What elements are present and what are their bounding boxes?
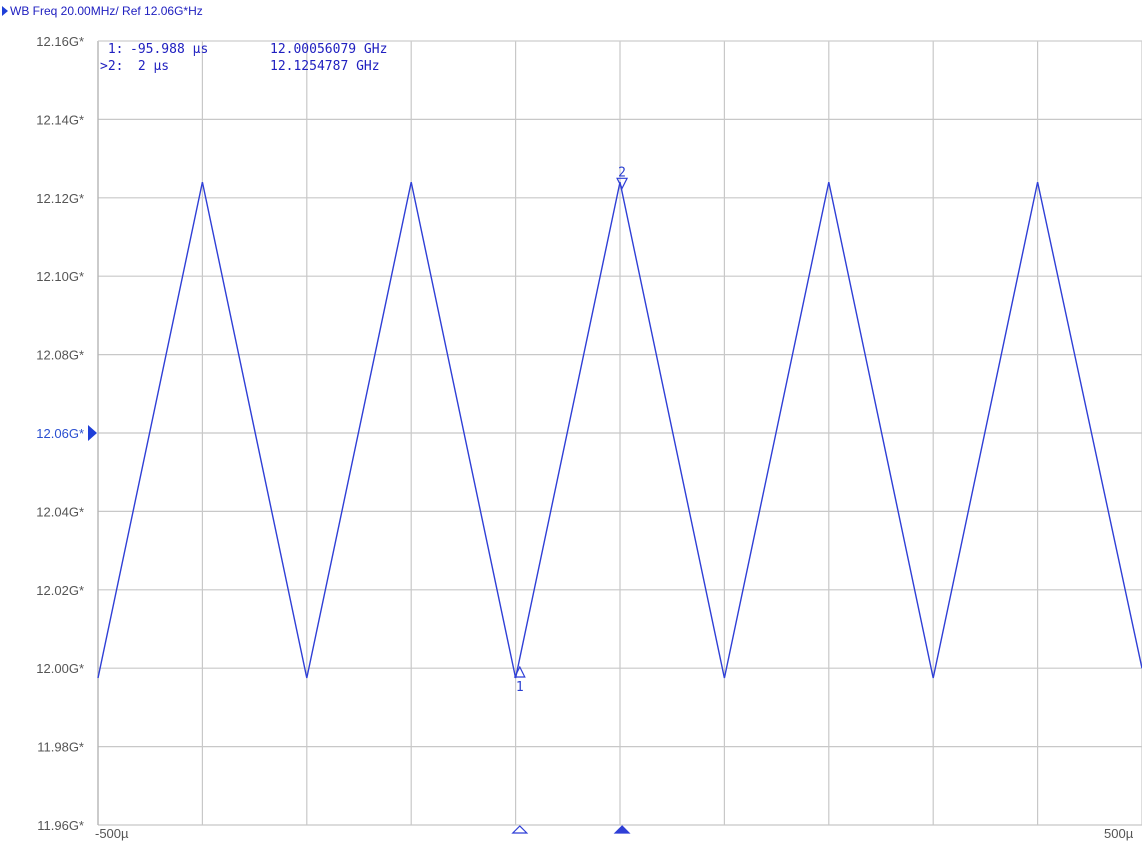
y-tick-label: 12.10G* [36,269,84,284]
y-axis-ticks: 12.16G* 12.14G* 12.12G* 12.10G* 12.08G* 12.06… [36,34,97,833]
y-tick-label: 12.14G* [36,112,84,127]
marker-2[interactable]: 2 [613,165,631,834]
marker-1-label: 1 [516,680,524,695]
series-line [97,181,1142,679]
readout-time: 2 µs [130,59,169,74]
x-tick-label-start: -500µ [95,826,129,841]
reference-level-marker[interactable] [88,425,97,441]
marker-readout: 1: -95.988 µs 12.00056079 GHz >2: 2 µs 12.1… [100,42,387,74]
y-tick-label: 11.98G* [37,740,84,755]
marker-1[interactable]: 1 [511,665,529,834]
readout-frequency: 12.1254787 GHz [270,59,380,74]
markers[interactable]: 12 [511,165,631,834]
chart-title: WB Freq 20.00MHz/ Ref 12.06G*Hz [2,3,203,19]
y-tick-label: 11.96G* [37,818,84,833]
readout-marker-id: 1: [100,42,123,57]
y-tick-label: 12.08G* [36,348,84,363]
marker-2-position-indicator[interactable] [613,825,631,834]
x-tick-label-end: 500µ [1104,826,1134,841]
y-tick-label: 12.06G* [36,426,84,441]
marker-2-icon [616,177,629,190]
grid [97,40,1142,826]
y-tick-label: 12.04G* [36,504,84,519]
trace-indicator-icon[interactable] [2,6,8,16]
readout-frequency: 12.00056079 GHz [270,42,387,57]
readout-row-2: >2: 2 µs 12.1254787 GHz [100,59,380,74]
readout-time: -95.988 µs [130,42,208,57]
marker-1-position-indicator[interactable] [511,825,529,834]
readout-row-1: 1: -95.988 µs 12.00056079 GHz [100,42,387,57]
marker-2-label: 2 [618,165,626,180]
y-tick-label: 12.00G* [36,661,84,676]
y-tick-label: 12.02G* [36,583,84,598]
y-tick-label: 12.16G* [36,34,84,49]
readout-marker-id: >2: [100,59,123,74]
x-axis-ticks: -500µ 500µ [95,826,1134,841]
y-tick-label: 12.12G* [36,191,84,206]
marker-1-icon [513,665,526,678]
chart-title-text: WB Freq 20.00MHz/ Ref 12.06G*Hz [10,4,203,18]
